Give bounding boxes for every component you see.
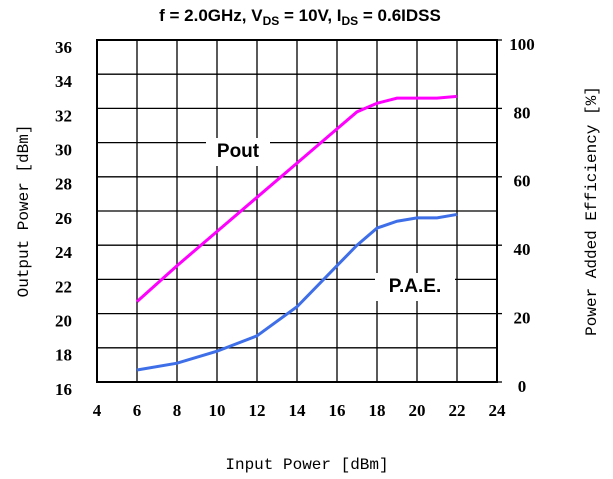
title-part: = 10V, I [279, 6, 341, 25]
y-tick-label: 20 [55, 312, 72, 331]
plot-border [96, 39, 498, 383]
title-part: f = 2.0GHz, V [159, 6, 263, 25]
x-tick-label: 10 [209, 401, 226, 420]
title-part: = 0.6IDSS [358, 6, 441, 25]
y2-axis-label: Power Added Efficiency [%] [583, 86, 601, 336]
x-tick-label: 4 [93, 401, 102, 420]
x-tick-label: 6 [133, 401, 142, 420]
x-tick-label: 22 [449, 401, 466, 420]
label-background [375, 273, 455, 301]
label-background [206, 138, 270, 166]
y2-tick-label: 20 [514, 309, 531, 328]
y-tick-label: 26 [55, 209, 72, 228]
series-label: Pout [217, 141, 260, 162]
x-axis-label: Input Power [dBm] [225, 456, 388, 474]
x-tick-label: 8 [173, 401, 182, 420]
y-tick-label: 16 [55, 380, 72, 399]
series-line [136, 212, 458, 372]
series-line [135, 94, 458, 303]
x-tick-label: 20 [409, 401, 426, 420]
x-tick-label: 14 [289, 401, 307, 420]
y-tick-label: 36 [55, 38, 72, 57]
y2-tick-label: 80 [514, 103, 531, 122]
x-tick-label: 24 [489, 401, 507, 420]
y-tick-label: 30 [55, 141, 72, 160]
y-tick-label: 22 [55, 277, 72, 296]
title-subscript: DS [263, 14, 280, 28]
y-tick-label: 34 [55, 72, 73, 91]
x-tick-label: 12 [249, 401, 266, 420]
y2-tick-label: 0 [518, 377, 527, 396]
y-tick-label: 28 [55, 175, 72, 194]
x-tick-label: 16 [329, 401, 346, 420]
chart-title: f = 2.0GHz, VDS = 10V, IDS = 0.6IDSS [159, 6, 441, 28]
y2-tick-label: 40 [514, 240, 531, 259]
y-tick-label: 24 [55, 243, 73, 262]
title-subscript: DS [342, 14, 359, 28]
y2-tick-label: 60 [514, 172, 531, 191]
y-tick-label: 18 [55, 346, 72, 365]
series-label: P.A.E. [389, 276, 441, 297]
x-tick-label: 18 [369, 401, 386, 420]
y-axis-label: Output Power [dBm] [15, 125, 33, 298]
y2-tick-label: 100 [509, 35, 535, 54]
y-tick-label: 32 [55, 106, 72, 125]
